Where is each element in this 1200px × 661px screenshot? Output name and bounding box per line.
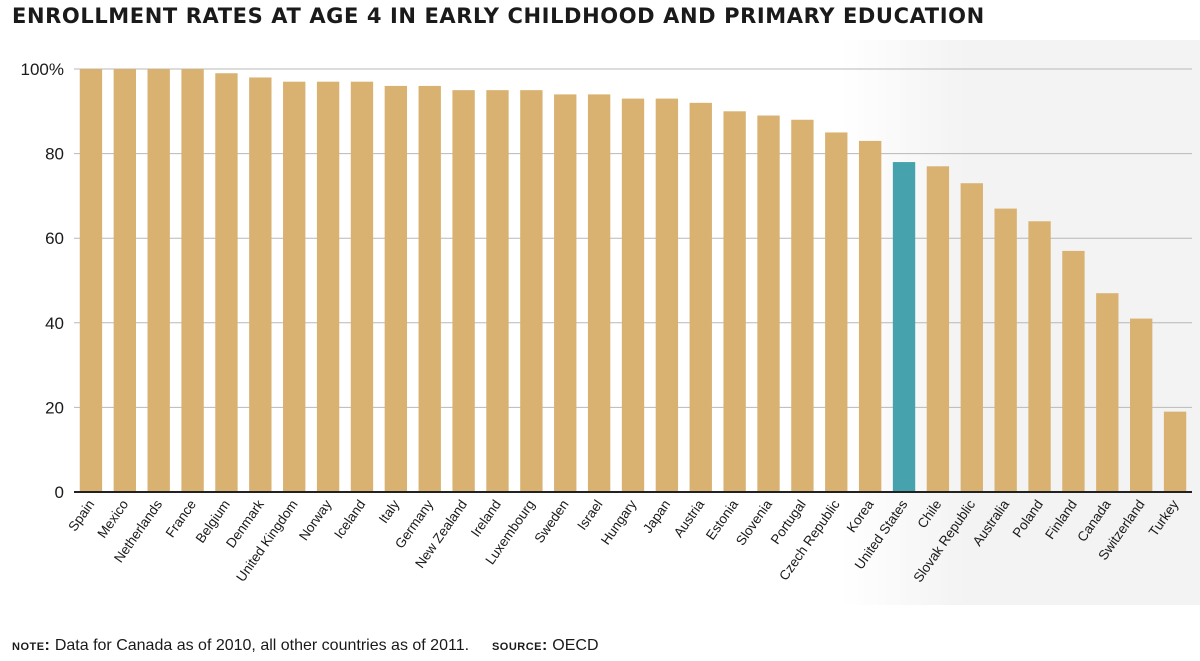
bar-belgium [215, 73, 238, 493]
y-tick-label: 40 [45, 314, 64, 333]
bar-united-states [892, 162, 916, 492]
x-label-japan: Japan [640, 497, 673, 536]
source-text: OECD [552, 637, 599, 654]
y-tick-label: 0 [55, 483, 64, 502]
y-tick-label: 80 [45, 145, 64, 164]
bar-denmark [249, 77, 272, 493]
bar-mexico [113, 69, 136, 492]
source-label: SOURCE: [491, 637, 548, 654]
bar-luxembourg [520, 90, 543, 493]
chart-title: ENROLLMENT RATES AT AGE 4 IN EARLY CHILD… [12, 4, 985, 28]
bar-slovak-republic [960, 183, 983, 492]
note-text: Data for Canada as of 2010, all other co… [54, 637, 470, 654]
bar-turkey [1163, 411, 1187, 492]
y-tick-label: 20 [45, 398, 64, 417]
bar-italy [384, 85, 408, 493]
x-label-sweden: Sweden [531, 497, 571, 546]
note-label: NOTE: [12, 637, 51, 654]
bar-sweden [554, 94, 577, 492]
bar-new-zealand [452, 90, 475, 493]
bar-ireland [486, 90, 509, 493]
y-tick-label: 60 [45, 229, 64, 248]
x-label-italy: Italy [376, 497, 403, 526]
footnote: NOTE: Data for Canada as of 2010, all ot… [12, 637, 599, 655]
bar-slovenia [757, 115, 780, 492]
x-label-spain: Spain [65, 497, 97, 534]
x-label-iceland: Iceland [331, 497, 368, 541]
bar-poland [1028, 221, 1051, 492]
x-label-hungary: Hungary [598, 497, 640, 548]
x-label-ireland: Ireland [468, 497, 504, 539]
bar-czech-republic [825, 132, 848, 492]
bar-iceland [350, 81, 374, 492]
bar-norway [316, 81, 340, 492]
bar-japan [655, 98, 679, 493]
bar-united-kingdom [283, 81, 306, 492]
bar-france [181, 69, 204, 492]
bar-spain [79, 69, 103, 492]
x-label-france: France [163, 497, 199, 540]
bars [79, 69, 1187, 493]
y-tick-label: 100% [21, 60, 64, 79]
x-label-austria: Austria [671, 497, 708, 540]
x-label-norway: Norway [296, 497, 335, 543]
bar-israel [587, 94, 611, 492]
bar-chile [926, 166, 950, 492]
x-label-united-kingdom: United Kingdom [233, 497, 300, 584]
bar-korea [858, 140, 882, 492]
bar-netherlands [147, 69, 170, 492]
bar-hungary [621, 98, 645, 493]
y-axis-ticks: 0 20 40 60 80 100% [21, 60, 64, 502]
x-label-slovenia: Slovenia [733, 497, 775, 548]
x-label-czech-republic: Czech Republic [776, 497, 843, 583]
bar-portugal [791, 119, 814, 492]
bar-canada [1096, 293, 1119, 492]
bar-estonia [723, 111, 746, 493]
bar-finland [1062, 250, 1085, 492]
bar-australia [994, 208, 1017, 492]
x-label-israel: Israel [574, 497, 605, 533]
bar-austria [689, 102, 712, 492]
bar-switzerland [1130, 318, 1153, 492]
bar-germany [418, 85, 441, 493]
